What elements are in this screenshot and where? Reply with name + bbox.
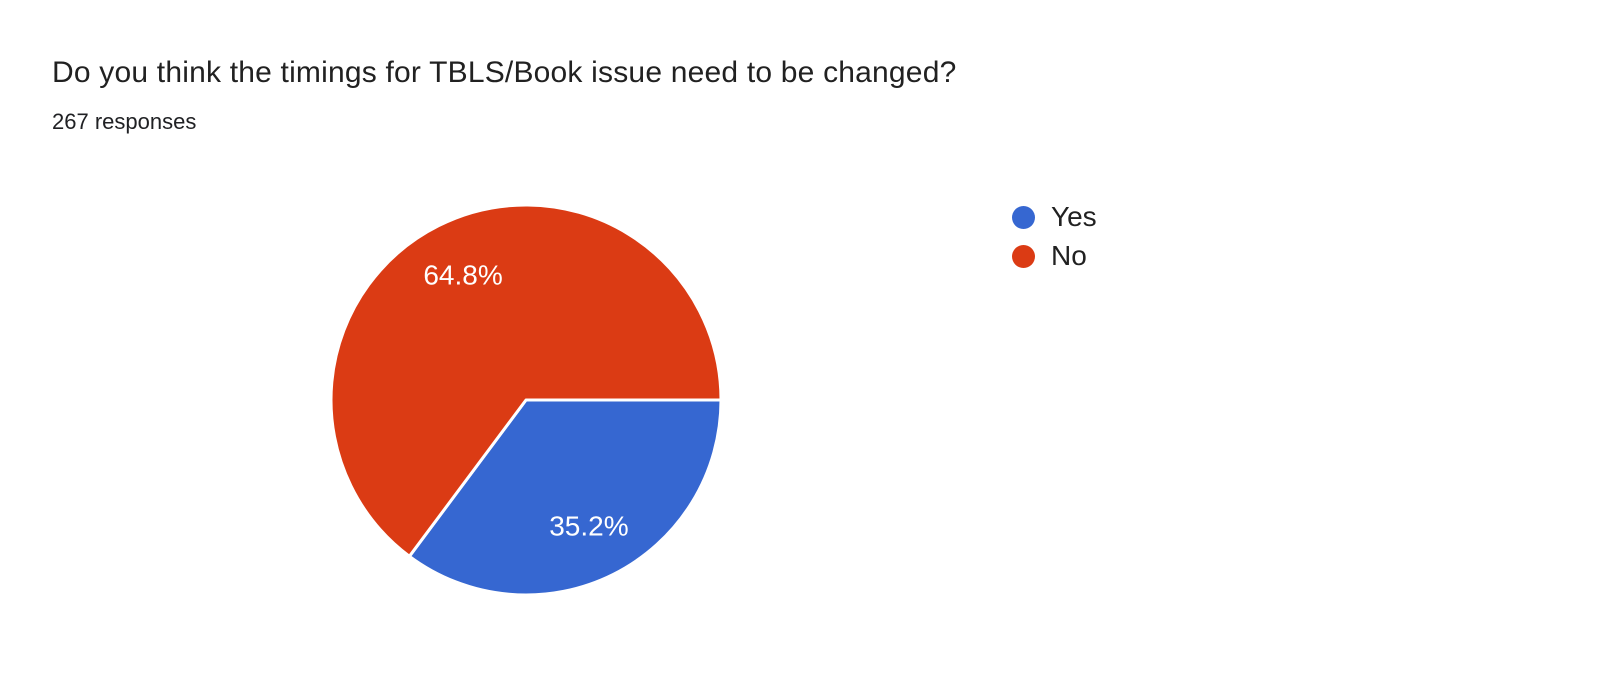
slice-label-yes: 35.2%	[549, 510, 628, 541]
pie-chart-area: 35.2% 64.8%	[326, 200, 726, 600]
legend-label-no: No	[1051, 240, 1087, 271]
pie-chart[interactable]: 35.2% 64.8%	[326, 200, 726, 600]
legend-swatch-no-icon	[1012, 244, 1035, 268]
pie-slice-yes[interactable]	[407, 398, 723, 597]
responses-count: 267 responses	[52, 109, 197, 134]
legend-label-yes: Yes	[1051, 201, 1097, 232]
legend-item-yes: Yes	[1012, 201, 1097, 233]
pie-slice-no[interactable]	[329, 203, 723, 558]
legend-item-no: No	[1012, 240, 1097, 272]
question-title: Do you think the timings for TBLS/Book i…	[52, 56, 957, 89]
slice-label-no: 64.8%	[423, 259, 502, 290]
legend: Yes No	[1012, 201, 1097, 272]
legend-swatch-yes-icon	[1012, 205, 1035, 229]
